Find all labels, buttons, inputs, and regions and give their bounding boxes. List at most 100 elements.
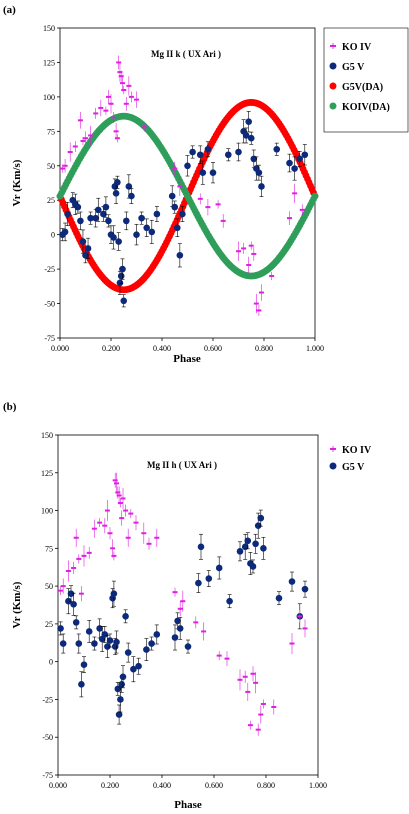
data-point-ko-iv [141, 126, 147, 129]
data-point-g5-v [153, 631, 161, 638]
data-point-ko-iv [62, 164, 68, 167]
data-point-g5-v [247, 134, 255, 142]
data-point-g5-v [204, 145, 212, 153]
data-point-ko-iv [71, 566, 77, 569]
data-point-ko-iv [81, 554, 87, 557]
data-point-g5-v [291, 165, 298, 172]
data-point-g5-v [245, 118, 252, 125]
y-tick-label: -25 [42, 695, 53, 704]
data-point-ko-iv [103, 109, 109, 112]
data-point-ko-iv [220, 219, 226, 222]
data-point-ko-iv [224, 657, 230, 660]
legend-item-koiv-da: KOIV(DA) [329, 102, 390, 113]
data-point-ko-iv [177, 607, 183, 610]
data-point-g5-v [57, 625, 64, 632]
x-tick-label: 0.400 [153, 344, 171, 353]
data-point-ko-iv [299, 208, 305, 211]
x-tick-label: 0.000 [51, 344, 69, 353]
legend-label-g5v-da: G5V(DA) [342, 82, 383, 93]
x-tick-label: 1.000 [306, 344, 324, 353]
data-point-ko-iv [177, 185, 183, 188]
data-point-g5-v [59, 640, 67, 647]
data-point-ko-iv [242, 675, 248, 678]
panel-a-annotation: Mg II k ( UX Ari ) [151, 49, 221, 59]
data-point-ko-iv [258, 291, 264, 294]
data-point-g5-v [171, 203, 179, 211]
data-point-ko-iv [111, 554, 117, 557]
y-tick-label: 50 [45, 582, 53, 591]
data-point-ko-iv [108, 102, 114, 105]
data-point-g5-v [255, 169, 263, 176]
data-point-ko-iv [241, 247, 247, 250]
data-point-g5-v [85, 628, 93, 635]
data-point-g5-v [75, 640, 83, 647]
panel-b-y-axis-label: Vr (Km/s) [11, 581, 23, 628]
data-point-ko-iv [77, 119, 83, 122]
data-point-ko-iv [97, 521, 103, 524]
data-point-g5-v [110, 234, 117, 241]
data-point-g5-v [258, 183, 265, 190]
data-point-ko-iv [114, 482, 119, 485]
data-point-g5-v [113, 638, 120, 646]
panel-a-label: (a) [3, 4, 16, 16]
panel-b-legend: KO IV G5 V [329, 445, 372, 473]
data-point-ko-iv [193, 621, 199, 624]
legend-item-ko-iv: KO IV [330, 42, 372, 53]
y-tick-label: -25 [44, 265, 55, 274]
y-tick-label: 75 [47, 127, 55, 136]
data-point-g5-v [101, 631, 109, 638]
data-point-g5-v [102, 203, 110, 211]
data-point-g5-v [115, 711, 123, 718]
y-tick-label: 150 [41, 431, 53, 440]
x-tick-label: 0.400 [153, 781, 171, 790]
data-point-g5-v [124, 649, 132, 656]
data-point-ko-iv [251, 252, 257, 255]
data-point-g5-v [275, 594, 283, 602]
data-point-g5-v [196, 151, 204, 159]
x-tick-label: 0.800 [257, 781, 275, 790]
y-tick-label: 25 [47, 196, 55, 205]
x-tick-label: 1.000 [309, 781, 327, 790]
data-point-g5-v [67, 590, 75, 597]
data-point-ko-iv [83, 137, 88, 140]
data-point-ko-iv [72, 145, 78, 148]
data-point-g5-v [74, 203, 82, 211]
y-tick-label: -50 [42, 733, 53, 742]
data-point-ko-iv [78, 592, 84, 595]
data-point-g5-v [120, 297, 128, 305]
data-point-ko-iv [80, 139, 86, 142]
legend-item-g5-v: G5 V [329, 62, 365, 73]
y-tick-label: -75 [42, 771, 53, 780]
data-point-ko-iv [114, 137, 120, 140]
data-point-ko-iv [110, 547, 116, 550]
data-point-ko-iv [180, 600, 186, 603]
data-point-g5-v [100, 210, 107, 218]
data-point-ko-iv [133, 521, 139, 524]
y-tick-label: 150 [43, 24, 55, 33]
data-point-ko-iv [271, 706, 277, 708]
data-point-ko-iv [253, 681, 259, 684]
data-point-ko-iv [117, 502, 123, 504]
data-point-g5-v [226, 597, 233, 605]
data-point-ko-iv [258, 713, 264, 716]
data-point-g5-v [249, 563, 257, 570]
data-point-ko-iv [116, 61, 122, 64]
data-point-g5-v [235, 148, 242, 156]
data-point-ko-iv [256, 309, 262, 312]
data-point-ko-iv [107, 532, 113, 535]
legend-label-g5-v: G5 V [342, 62, 365, 73]
data-point-g5-v [195, 579, 202, 587]
data-point-ko-iv [255, 728, 261, 731]
x-tick-label: 0.200 [102, 344, 120, 353]
data-point-g5-v [250, 155, 258, 163]
data-point-ko-iv [201, 630, 207, 633]
data-point-g5-v [286, 159, 293, 167]
y-tick-label: 100 [41, 507, 53, 516]
data-point-ko-iv [65, 570, 71, 572]
x-tick-label: 0.000 [49, 781, 67, 790]
data-point-g5-v [148, 228, 156, 236]
data-point-ko-iv [86, 551, 92, 554]
legend-marker-g5-v [329, 62, 337, 70]
data-point-g5-v [138, 214, 145, 222]
data-point-ko-iv [172, 167, 178, 170]
